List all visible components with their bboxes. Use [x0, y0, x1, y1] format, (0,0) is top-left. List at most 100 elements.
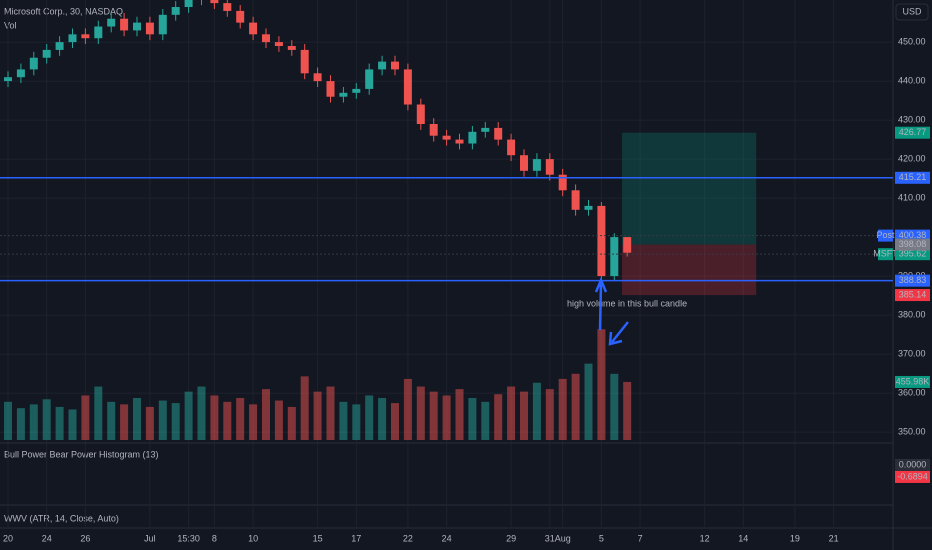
profit-zone — [622, 132, 757, 245]
price-tag-label: 415.21 — [899, 172, 927, 182]
arrow — [608, 321, 629, 346]
volume-bar — [274, 400, 283, 440]
currency[interactable]: USD — [902, 6, 922, 16]
price-tag-label: 395.62 — [899, 249, 927, 259]
volume-bar — [571, 373, 580, 440]
candle-body — [623, 237, 632, 253]
y-tick-label: 360.00 — [898, 387, 926, 397]
x-tick-label: 14 — [738, 533, 748, 543]
volume-bar — [16, 408, 25, 440]
x-tick-label: 8 — [212, 533, 217, 543]
candle-body — [274, 42, 283, 47]
volume-bar — [442, 395, 451, 440]
volume-bar — [42, 399, 51, 440]
volume-bar — [507, 386, 516, 440]
symbol-title: Microsoft Corp., 30, NASDAQ — [4, 6, 123, 16]
candle-body — [262, 34, 270, 43]
candle-body — [403, 69, 412, 105]
candle-body — [429, 124, 438, 136]
x-tick-label: 20 — [3, 533, 13, 543]
indicator-tag-label: -0.6894 — [897, 471, 928, 481]
y-tick-label: 420.00 — [898, 153, 926, 163]
volume-bar — [287, 406, 296, 440]
candle-body — [378, 61, 387, 70]
volume-title: Vol — [4, 20, 17, 30]
candle-body — [455, 139, 464, 144]
volume-bar — [339, 401, 348, 440]
volume-bar — [326, 386, 335, 440]
x-tick-label: 24 — [42, 533, 52, 543]
volume-bar — [352, 404, 361, 440]
volume-bar — [429, 391, 438, 440]
price-tag-label: 426.77 — [899, 127, 927, 137]
volume-bar — [584, 363, 593, 440]
volume-tag-label: 455.98K — [896, 376, 930, 386]
volume-bar — [610, 373, 619, 440]
candle-body — [610, 237, 619, 277]
candle-body — [326, 81, 335, 97]
candle-body — [55, 42, 64, 50]
x-tick-label: 7 — [638, 533, 643, 543]
candle-body — [339, 92, 348, 97]
price-tag — [895, 274, 930, 287]
candle-body — [494, 127, 503, 140]
candle-body — [42, 49, 51, 58]
volume-bar — [391, 403, 399, 440]
x-tick-label: 21 — [829, 533, 839, 543]
candle-body — [416, 104, 425, 125]
candle-body — [249, 22, 258, 35]
arrow — [594, 276, 608, 331]
candle-body — [68, 34, 77, 43]
y-tick-label: 350.00 — [898, 426, 926, 436]
candle-body — [81, 34, 90, 39]
volume-bar — [55, 406, 64, 440]
volume-bar — [81, 395, 90, 440]
candle-body — [391, 61, 399, 70]
y-tick-label: 440.00 — [898, 75, 926, 85]
x-tick-label: Aug — [555, 533, 571, 543]
volume-bar — [455, 389, 464, 440]
volume-bar — [171, 403, 180, 440]
price-tag-label: 388.83 — [899, 275, 927, 285]
candle-body — [313, 73, 322, 82]
candle-body — [352, 88, 361, 93]
volume-bar — [545, 389, 554, 440]
tag-box — [878, 229, 893, 242]
x-tick-label: 22 — [403, 533, 413, 543]
volume-bar — [468, 398, 477, 440]
y-tick-label: 430.00 — [898, 114, 926, 124]
y-tick-label: 410.00 — [898, 192, 926, 202]
candle-body — [210, 0, 219, 4]
candle-body — [442, 135, 451, 140]
price-tag — [895, 248, 930, 261]
x-tick-label: 17 — [351, 533, 361, 543]
candle-body — [158, 14, 167, 35]
volume-bar — [68, 409, 77, 440]
x-tick-label: 19 — [790, 533, 800, 543]
volume-bar — [145, 406, 154, 440]
x-tick-label: 26 — [80, 533, 90, 543]
candle-body — [545, 159, 554, 175]
volume-bar — [623, 381, 632, 440]
candle-body — [107, 18, 116, 27]
currency-box[interactable] — [895, 3, 929, 21]
volume-bar — [184, 391, 193, 440]
volume-bar — [107, 401, 116, 440]
price-tag — [895, 289, 930, 302]
x-tick-label: 5 — [599, 533, 604, 543]
volume-bar — [416, 386, 425, 440]
indicator-tag — [895, 458, 930, 471]
x-tick-label: 29 — [506, 533, 516, 543]
price-tag-label: 385.14 — [899, 289, 927, 299]
candle-body — [4, 77, 12, 82]
indicator-tag — [895, 470, 930, 483]
volume-bar — [313, 391, 322, 440]
volume-bar — [249, 404, 258, 440]
candle-body — [120, 18, 129, 31]
volume-bar — [532, 382, 541, 440]
volume-bar — [94, 386, 103, 440]
volume-bar — [378, 398, 387, 440]
volume-bar — [262, 389, 270, 440]
volume-bar — [4, 401, 12, 440]
